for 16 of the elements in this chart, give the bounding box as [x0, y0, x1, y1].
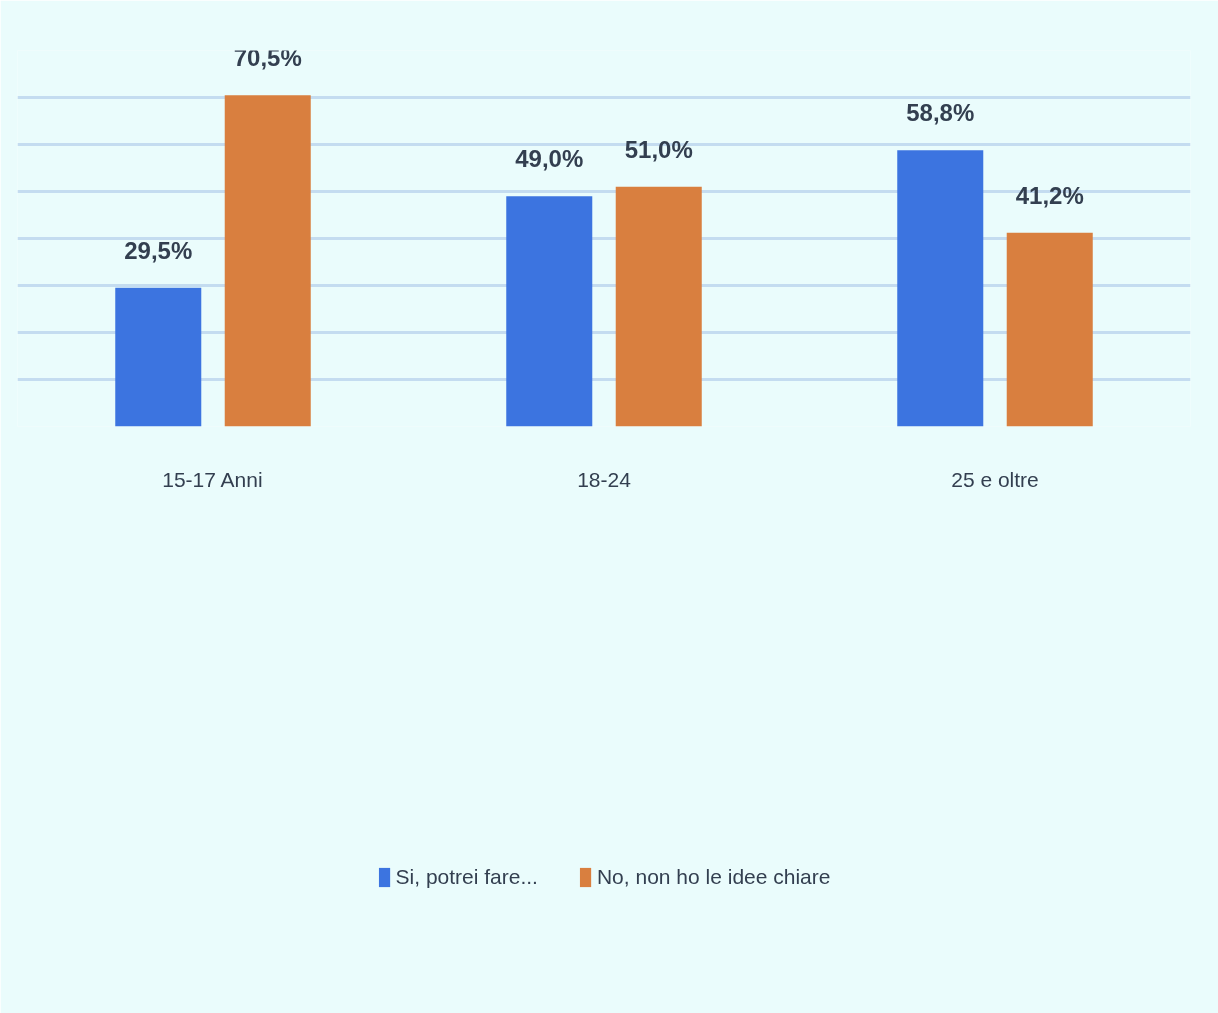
data-label: 58,8%	[906, 99, 975, 127]
data-label: 41,2%	[1015, 181, 1084, 209]
bar	[1006, 232, 1093, 427]
x-tick-label: 15-17 Anni	[162, 467, 263, 491]
bar	[224, 95, 311, 427]
bar	[115, 287, 202, 427]
data-label: 49,0%	[515, 145, 584, 173]
data-label: 51,0%	[624, 135, 693, 163]
bar	[615, 186, 702, 427]
legend-label: Si, potrei fare...	[395, 865, 538, 889]
bar	[897, 150, 984, 427]
data-label: 29,5%	[124, 236, 193, 264]
x-tick-label: 25 e oltre	[951, 467, 1039, 491]
x-tick-label: 18-24	[577, 467, 632, 491]
legend-label: No, non ho le idee chiare	[596, 865, 831, 889]
bar	[506, 196, 593, 427]
